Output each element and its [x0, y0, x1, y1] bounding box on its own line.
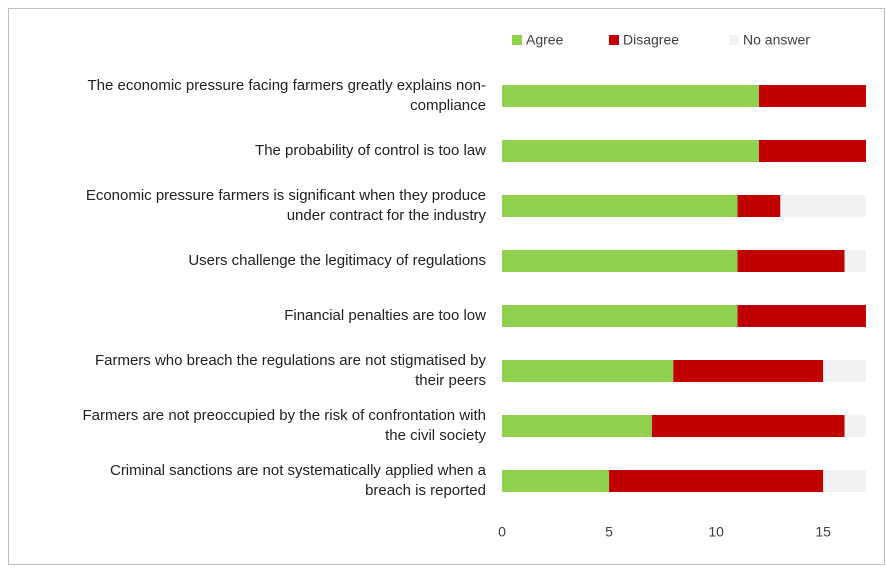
bar-segment	[502, 195, 738, 217]
x-tick-label: 15	[815, 524, 831, 540]
category-label: Criminal sanctions are not systematicall…	[109, 462, 486, 499]
bar-segment	[737, 305, 866, 327]
bar-segment	[609, 470, 824, 492]
bar-segment	[502, 85, 759, 107]
category-label: The economic pressure facing farmers gre…	[87, 77, 486, 114]
bar-segment	[823, 360, 866, 382]
legend-swatch	[609, 35, 619, 45]
bar-segment	[502, 360, 674, 382]
legend-swatch	[729, 35, 739, 45]
legend-label: Agree	[526, 32, 564, 48]
chart-frame	[8, 8, 885, 565]
category-label: Financial penalties are too low	[284, 307, 486, 324]
x-tick-label: 5	[605, 524, 613, 540]
bar-segment	[502, 140, 759, 162]
bar-segment	[844, 250, 866, 272]
category-label: Users challenge the legitimacy of regula…	[188, 252, 486, 269]
bar-segment	[737, 250, 845, 272]
category-label: Farmers are not preoccupied by the risk …	[82, 407, 486, 444]
category-label: The probability of control is too law	[255, 142, 486, 159]
bar-segment	[823, 470, 866, 492]
bar-segment	[758, 140, 866, 162]
bar-segment	[502, 415, 652, 437]
legend-label: Disagree	[623, 32, 679, 48]
bar-segment	[758, 85, 866, 107]
bar-segment	[737, 195, 781, 217]
bar-segment	[651, 415, 845, 437]
legend-swatch	[512, 35, 522, 45]
category-label: Economic pressure farmers is significant…	[85, 187, 486, 224]
bar-segment	[502, 470, 610, 492]
bar-segment	[780, 195, 866, 217]
bar-segment	[502, 305, 738, 327]
bar-segment	[502, 250, 738, 272]
bar-segment	[844, 415, 866, 437]
category-label: Farmers who breach the regulations are n…	[94, 352, 486, 389]
legend-label: No answer	[743, 32, 810, 48]
x-tick-label: 0	[498, 524, 506, 540]
bar-segment	[673, 360, 824, 382]
x-tick-label: 10	[708, 524, 724, 540]
